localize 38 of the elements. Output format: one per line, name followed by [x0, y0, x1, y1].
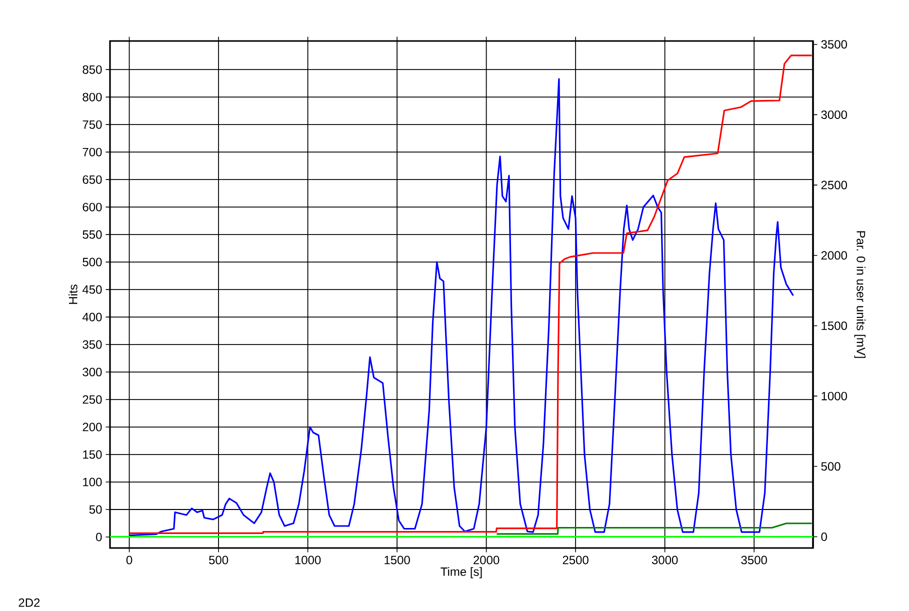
x-tick-label: 0: [126, 556, 132, 564]
y-tick-label: 700: [82, 148, 102, 156]
y-tick-label: 0: [96, 532, 102, 542]
x-tick-label: 1500: [384, 556, 410, 564]
y2-tick-label: 1500: [822, 321, 848, 330]
y-tick-label: 250: [82, 395, 102, 404]
y2-tick-label: 2500: [821, 180, 848, 190]
y2-tick-label: 3000: [821, 110, 848, 119]
text: 2D2: [18, 598, 40, 607]
y-tick-label: 400: [82, 312, 102, 322]
x-axis-title: Time [s]: [440, 567, 482, 578]
y-tick-label: 800: [82, 92, 102, 102]
y-axis-title: Hits: [68, 284, 78, 304]
x-tick-label: 1000: [295, 556, 321, 564]
y-tick-label: 600: [82, 202, 102, 212]
y2-tick-label: 0: [821, 532, 827, 541]
y-tick-label: 750: [82, 120, 102, 129]
y2-tick-label: 3500: [821, 40, 848, 49]
y-tick-label: 350: [82, 340, 102, 349]
y-tick-label: 200: [82, 422, 102, 432]
y2-axis-title: Par. 0 in user units [mV]: [854, 231, 866, 358]
y-tick-label: 450: [82, 285, 102, 294]
y-tick-label: 300: [82, 368, 102, 376]
x-tick-label: 2000: [474, 556, 500, 564]
y-tick-label: 500: [82, 258, 102, 266]
y2-tick-label: 2000: [821, 251, 848, 260]
y-tick-label: 650: [82, 175, 102, 184]
y2-tick-label: 500: [821, 462, 840, 471]
y-tick-label: 150: [83, 450, 102, 459]
x-tick-label: 3000: [652, 556, 678, 564]
y-tick-label: 50: [89, 505, 102, 514]
x-tick-label: 2500: [562, 556, 588, 564]
y-tick-label: 850: [82, 65, 102, 74]
y2-tick-label: 1000: [822, 392, 848, 400]
y-tick-label: 100: [83, 478, 102, 486]
x-tick-label: 500: [209, 556, 228, 564]
y-tick-label: 550: [82, 230, 102, 239]
x-tick-label: 3500: [741, 556, 767, 564]
